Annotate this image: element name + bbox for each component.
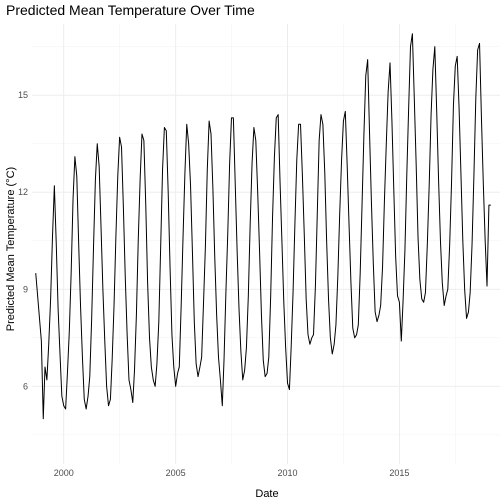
y-tick-label: 6: [23, 381, 28, 391]
x-tick-label: 2010: [278, 468, 298, 478]
series-line: [35, 33, 491, 420]
x-tick-label: 2015: [389, 468, 409, 478]
x-tick-labels: 2000 2005 2010 2015: [54, 468, 410, 478]
y-tick-label: 12: [18, 187, 28, 197]
x-axis-title: Date: [255, 488, 278, 500]
major-gridlines: [32, 24, 500, 464]
minor-gridlines: [32, 24, 500, 464]
y-tick-label: 9: [23, 284, 28, 294]
y-tick-labels: 6 9 12 15: [18, 90, 28, 391]
y-axis-title: Predicted Mean Temperature (°C): [5, 167, 17, 331]
chart-title: Predicted Mean Temperature Over Time: [6, 2, 255, 18]
y-tick-label: 15: [18, 90, 28, 100]
x-tick-label: 2005: [166, 468, 186, 478]
x-tick-label: 2000: [54, 468, 74, 478]
